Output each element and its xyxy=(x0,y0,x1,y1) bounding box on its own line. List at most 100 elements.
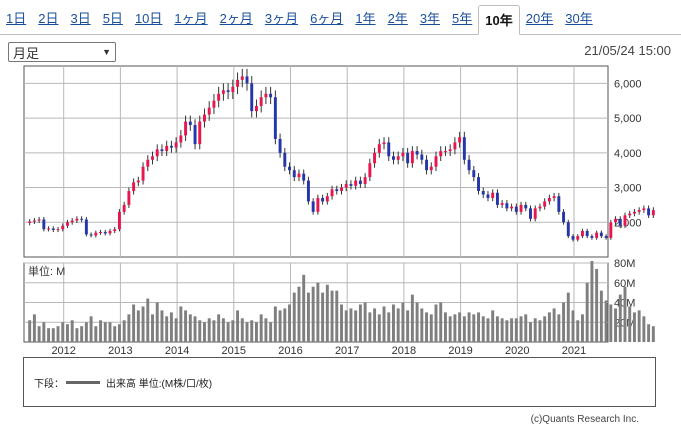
candle-body xyxy=(302,173,306,181)
candle-body xyxy=(401,152,405,157)
volume-bar xyxy=(524,314,528,342)
volume-bar xyxy=(108,322,112,342)
tab-2[interactable]: 3日 xyxy=(70,11,91,26)
volume-bar xyxy=(160,310,164,342)
tab-4[interactable]: 10日 xyxy=(134,11,163,26)
volume-bar xyxy=(221,318,225,342)
candle-body xyxy=(160,149,164,152)
candle-body xyxy=(358,180,362,185)
volume-bar xyxy=(580,314,584,342)
volume-bar xyxy=(467,312,471,342)
candle-body xyxy=(32,220,36,222)
candle-body xyxy=(42,219,46,230)
candle-body xyxy=(37,219,41,221)
candle-body xyxy=(443,151,447,153)
volume-bar xyxy=(595,268,599,342)
candle-body xyxy=(231,86,235,93)
volume-tick-label: 80M xyxy=(614,258,635,270)
volume-bar xyxy=(292,292,296,342)
tab-14[interactable]: 20年 xyxy=(525,11,554,26)
tab-6[interactable]: 2ヶ月 xyxy=(219,11,253,26)
price-tick-label: 3,000 xyxy=(614,183,642,195)
candle-body xyxy=(236,79,240,87)
year-tick-label: 2017 xyxy=(335,345,359,357)
candle-body xyxy=(642,208,646,211)
candle-body xyxy=(571,236,575,240)
candle-body xyxy=(623,215,627,226)
candle-interval-select[interactable]: 月足 ▼ xyxy=(8,42,116,62)
candle-body xyxy=(377,144,381,153)
candle-body xyxy=(80,218,84,220)
tab-7[interactable]: 3ヶ月 xyxy=(264,11,299,26)
volume-bar xyxy=(439,302,443,342)
tab-15[interactable]: 30年 xyxy=(565,11,593,26)
tab-3[interactable]: 5日 xyxy=(102,11,123,26)
volume-bar xyxy=(89,316,93,342)
chevron-down-icon: ▼ xyxy=(102,47,111,57)
candle-body xyxy=(566,222,570,237)
candle-body xyxy=(486,194,490,198)
candle-body xyxy=(113,229,117,231)
candle-body xyxy=(637,210,641,212)
candle-body xyxy=(136,180,140,183)
volume-bar xyxy=(647,324,651,342)
volume-bar xyxy=(316,282,320,342)
volume-bar xyxy=(349,308,353,342)
volume-bar xyxy=(226,322,230,342)
tab-12[interactable]: 5年 xyxy=(452,11,473,26)
candle-body xyxy=(283,152,287,167)
candle-body xyxy=(117,211,121,230)
candle-body xyxy=(292,170,296,178)
volume-bar xyxy=(618,294,622,342)
candle-body xyxy=(458,137,462,143)
volume-bar xyxy=(382,306,386,342)
volume-bar xyxy=(70,320,74,342)
volume-bar xyxy=(533,318,537,342)
candle-body xyxy=(188,121,192,126)
volume-bar xyxy=(203,322,206,342)
candle-body xyxy=(132,182,136,192)
volume-bar xyxy=(505,320,509,342)
volume-bar xyxy=(415,302,419,342)
legend: 下段： 出来高 単位:(M株/口/枚) xyxy=(34,375,212,390)
volume-bar xyxy=(117,324,121,342)
volume-bar xyxy=(84,322,88,342)
candle-body xyxy=(84,219,88,235)
tab-8[interactable]: 6ヶ月 xyxy=(310,11,344,26)
volume-bar xyxy=(306,292,310,342)
volume-bar xyxy=(491,310,495,342)
candle-body xyxy=(288,166,291,171)
candle-body xyxy=(311,201,315,212)
candle-body xyxy=(590,236,594,238)
tab-0[interactable]: 1日 xyxy=(6,11,27,26)
candle-body xyxy=(344,184,348,188)
volume-bar xyxy=(614,308,618,342)
candle-body xyxy=(264,93,268,98)
volume-bar xyxy=(557,314,561,342)
volume-bar xyxy=(599,290,603,342)
price-tick-label: 2,000 xyxy=(614,217,642,229)
volume-legend-swatch xyxy=(66,381,100,384)
volume-bar xyxy=(425,312,429,342)
volume-bar xyxy=(174,318,178,342)
price-panel-frame xyxy=(23,65,609,258)
candle-body xyxy=(387,142,391,157)
candle-body xyxy=(547,197,551,202)
volume-bar xyxy=(623,286,627,342)
tab-11[interactable]: 3年 xyxy=(419,11,441,26)
candle-body xyxy=(562,211,566,223)
volume-bar xyxy=(453,314,457,342)
volume-bar xyxy=(486,318,490,342)
tab-5[interactable]: 1ヶ月 xyxy=(174,11,208,26)
tab-1[interactable]: 2日 xyxy=(38,11,59,26)
volume-bar xyxy=(510,318,514,342)
tab-9[interactable]: 1年 xyxy=(355,11,376,26)
year-tick-label: 2019 xyxy=(448,345,472,357)
candle-body xyxy=(462,137,466,160)
volume-bar xyxy=(373,308,377,342)
tab-10[interactable]: 2年 xyxy=(387,11,408,26)
tab-13[interactable]: 10年 xyxy=(478,5,520,35)
volume-bar xyxy=(377,314,381,342)
candle-body xyxy=(89,234,93,236)
